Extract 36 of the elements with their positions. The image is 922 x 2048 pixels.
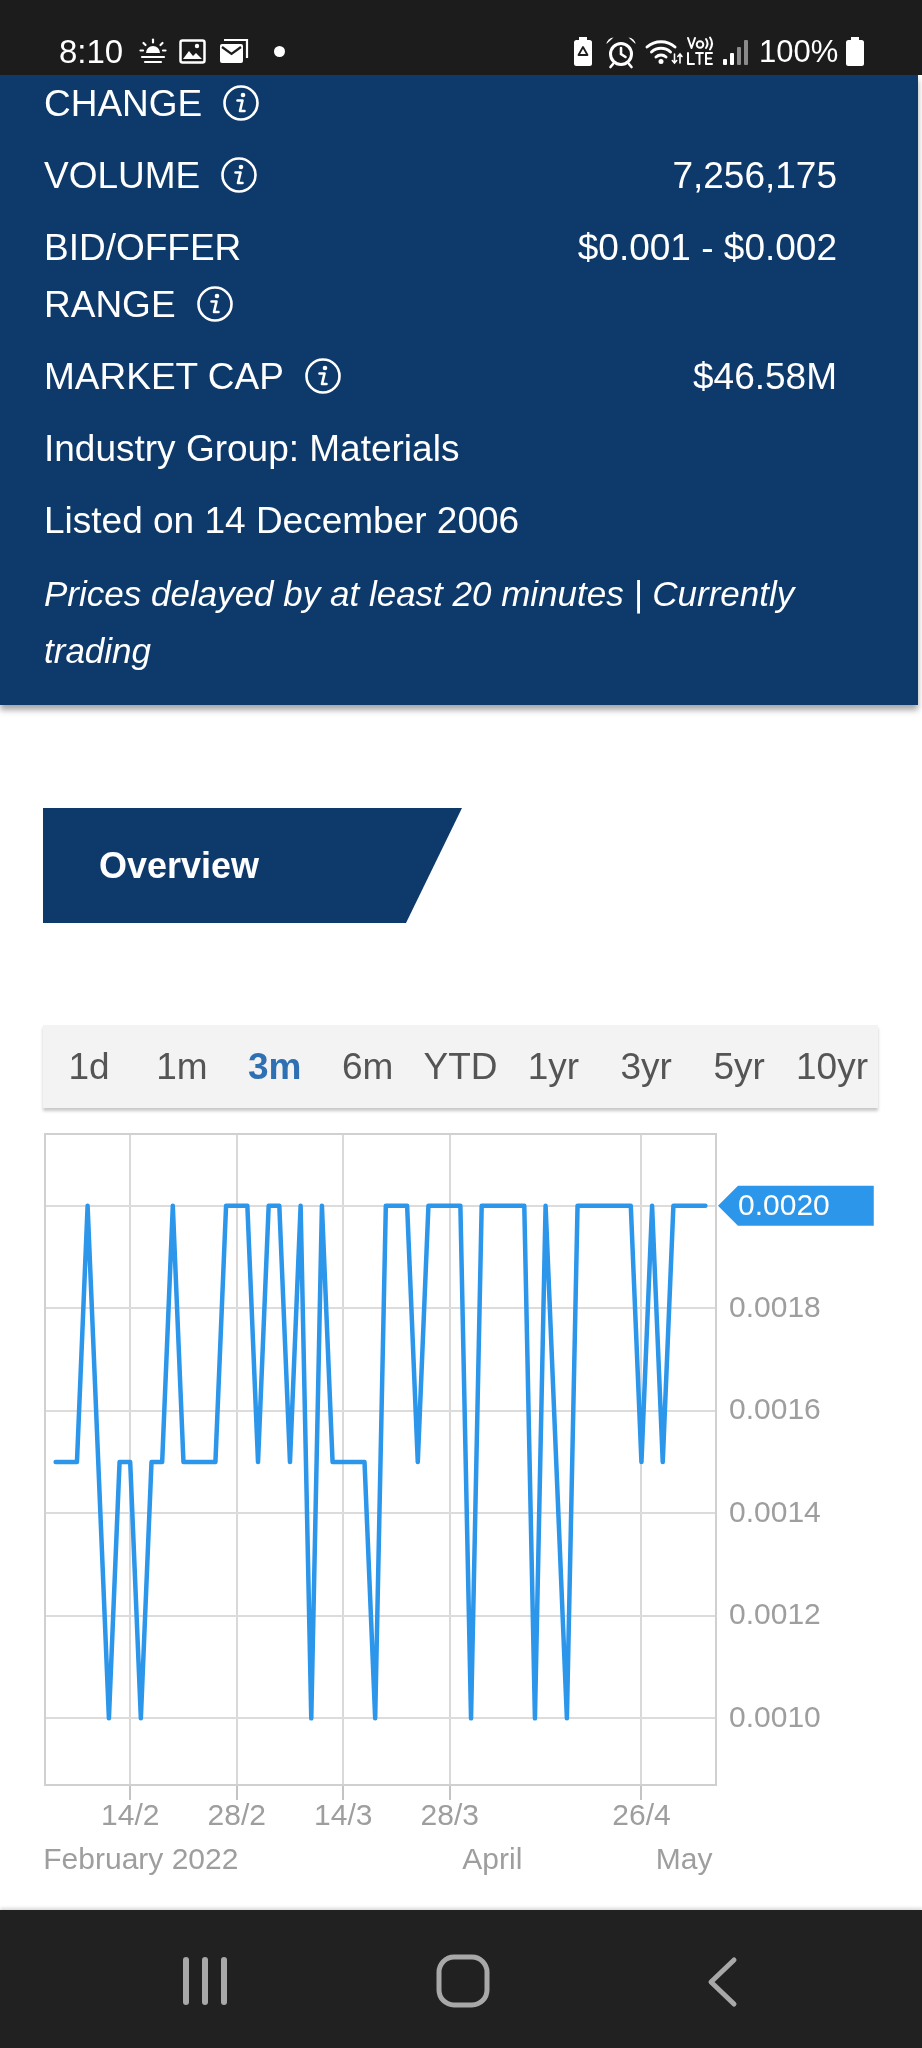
x-tick-label: 14/3: [314, 1798, 373, 1832]
x-tick-label: 26/4: [612, 1798, 671, 1832]
category-label: 1d: [68, 1045, 110, 1089]
x-tick-label: May: [655, 1841, 713, 1875]
category-label: 10yr: [796, 1045, 868, 1089]
text: $46.58M: [693, 356, 837, 397]
y-tick-label: 0.0012: [729, 1597, 821, 1631]
category-label: MARKET CAP: [44, 355, 285, 399]
y-tick-label: 0.0018: [729, 1289, 821, 1323]
x-tick-label: February 2022: [43, 1841, 239, 1875]
category-label: YTD: [423, 1045, 498, 1089]
category-label: VOLUME: [44, 154, 202, 198]
y-tick-label: 0.0010: [729, 1699, 821, 1733]
text: Listed on 14 December 2006: [44, 499, 521, 543]
category-label: 1yr: [527, 1045, 580, 1089]
text: Industry Group: Materials: [44, 427, 461, 471]
category-label: 3yr: [620, 1045, 672, 1089]
category-label: BID/OFFER RANGE: [44, 226, 243, 327]
category-label: 5yr: [713, 1045, 765, 1089]
text: 8:10: [59, 32, 124, 72]
y-tick-label: 0.0016: [729, 1392, 821, 1426]
category-label: 3m: [248, 1045, 302, 1089]
x-tick-label: 28/3: [420, 1798, 479, 1832]
text: 7,256,175: [672, 155, 837, 196]
x-tick-label: 14/2: [101, 1798, 160, 1832]
text: Prices delayed by at least 20 minutes | Currently trading: [44, 573, 797, 672]
text: 0.0020: [738, 1188, 830, 1222]
category-label: 6m: [341, 1045, 394, 1089]
x-tick-label: 28/2: [207, 1798, 266, 1832]
category-label: CHANGE: [44, 82, 204, 126]
y-tick-label: 0.0014: [729, 1494, 821, 1528]
text: Overview: [99, 844, 260, 888]
text: 100%: [759, 33, 839, 71]
text: $0.001 - $0.002: [577, 227, 837, 268]
category-label: 1m: [156, 1045, 208, 1089]
x-tick-label: April: [462, 1841, 523, 1875]
